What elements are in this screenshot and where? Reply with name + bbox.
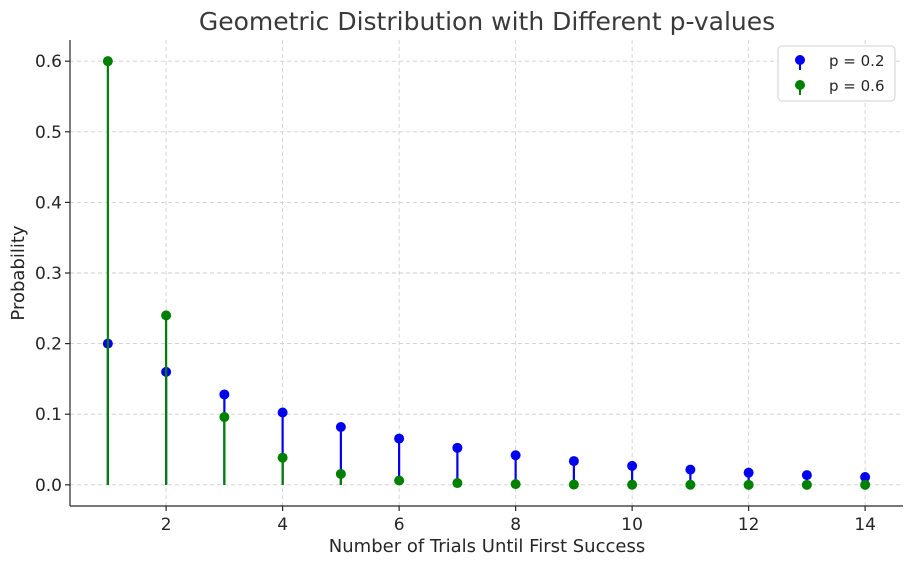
stem-marker bbox=[161, 310, 172, 321]
stem-marker bbox=[102, 56, 113, 67]
chart-title: Geometric Distribution with Different p-… bbox=[199, 7, 775, 36]
stem-marker bbox=[452, 478, 463, 489]
legend-box bbox=[777, 45, 896, 102]
x-tick-label: 4 bbox=[277, 515, 288, 535]
series-2 bbox=[102, 56, 871, 490]
stem-marker bbox=[277, 452, 288, 463]
x-tick-label: 14 bbox=[854, 515, 876, 535]
ticks: 2 4 6 8 10 12 14 0.0 0.1 0.2 0.3 0.4 0.5 0.6 bbox=[35, 52, 876, 535]
stem-marks bbox=[102, 56, 871, 490]
stem-marker bbox=[510, 450, 521, 461]
legend-marker bbox=[795, 80, 805, 90]
y-axis-label: Probability bbox=[8, 225, 29, 320]
y-tick-label: 0.6 bbox=[35, 52, 62, 72]
stem-marker bbox=[510, 479, 521, 490]
series-1 bbox=[102, 338, 871, 485]
stem-marker bbox=[452, 442, 463, 453]
legend-label: p = 0.6 bbox=[829, 77, 884, 95]
stem-marker bbox=[627, 479, 638, 490]
stem-marker bbox=[394, 433, 405, 444]
stem-marker bbox=[277, 407, 288, 418]
grid-lines bbox=[70, 40, 903, 506]
stem-marker bbox=[743, 479, 754, 490]
stem-marker bbox=[801, 479, 812, 490]
stem-marker bbox=[219, 389, 230, 400]
stem-marker bbox=[685, 464, 696, 475]
stem-marker bbox=[860, 472, 871, 483]
stem-marker bbox=[685, 479, 696, 490]
legend-marker bbox=[795, 55, 805, 65]
x-tick-label: 10 bbox=[621, 515, 643, 535]
stem-marker bbox=[568, 456, 579, 467]
y-tick-label: 0.2 bbox=[35, 335, 62, 355]
legend-label: p = 0.2 bbox=[829, 52, 884, 70]
stem-marker bbox=[394, 475, 405, 486]
x-axis-label: Number of Trials Until First Success bbox=[329, 536, 645, 557]
stem-marker bbox=[335, 468, 346, 479]
stem-marker bbox=[335, 421, 346, 432]
stem-marker bbox=[801, 470, 812, 481]
x-tick-label: 6 bbox=[394, 515, 405, 535]
x-tick-label: 8 bbox=[510, 515, 521, 535]
x-tick-label: 2 bbox=[161, 515, 172, 535]
legend: p = 0.2 p = 0.6 bbox=[777, 45, 896, 102]
x-tick-label: 12 bbox=[738, 515, 760, 535]
y-tick-label: 0.0 bbox=[35, 476, 62, 496]
y-tick-label: 0.5 bbox=[35, 123, 62, 143]
y-tick-label: 0.4 bbox=[35, 193, 62, 213]
y-tick-label: 0.1 bbox=[35, 405, 62, 425]
stem-marker bbox=[219, 412, 230, 423]
stem-marker bbox=[568, 479, 579, 490]
stem-marker bbox=[743, 467, 754, 478]
y-tick-label: 0.3 bbox=[35, 264, 62, 284]
stem-marker bbox=[860, 479, 871, 490]
stem-marker bbox=[627, 460, 638, 471]
